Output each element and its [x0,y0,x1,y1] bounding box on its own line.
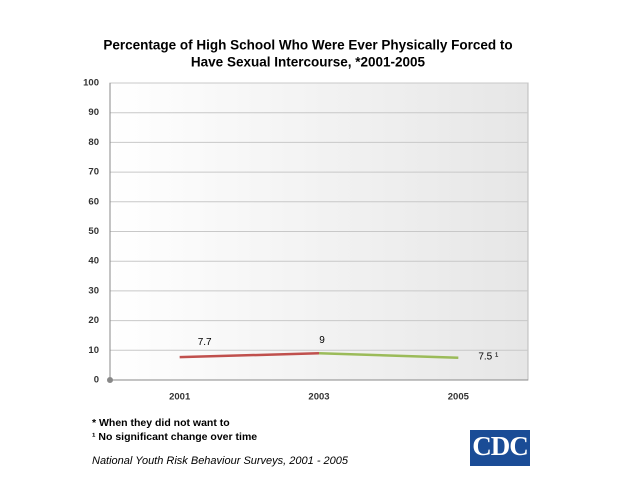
y-tick-label: 40 [88,256,99,267]
x-tick-label: 2003 [308,392,329,403]
data-label: 7.5 ¹ [478,351,499,362]
y-tick-label: 90 [88,107,99,118]
logo-box [470,430,530,466]
y-tick-label: 50 [88,226,99,237]
data-label: 9 [319,335,325,346]
y-tick-label: 10 [88,345,99,356]
line-segment [179,352,320,359]
y-tick-label: 70 [88,167,99,178]
logo: CDC [472,431,528,461]
x-tick-label: 2005 [448,392,470,403]
footnote: * When they did not want to [92,417,230,429]
x-tick-label: 2001 [169,392,191,403]
y-tick-label: 0 [94,375,99,386]
y-tick-label: 30 [88,285,99,296]
footnote: ¹ No significant change over time [92,431,257,443]
chart-title: Percentage of High School Who Were Ever … [103,38,512,53]
source: National Youth Risk Behaviour Surveys, 2… [92,455,349,467]
chart-title: Have Sexual Intercourse, *2001-2005 [191,55,426,70]
origin-marker [107,377,113,383]
y-tick-label: 20 [88,315,99,326]
y-tick-label: 100 [83,78,99,89]
y-tick-label: 60 [88,196,99,207]
y-tick-label: 80 [88,137,99,148]
data-label: 7.7 [198,337,212,348]
line-segment [318,352,459,359]
